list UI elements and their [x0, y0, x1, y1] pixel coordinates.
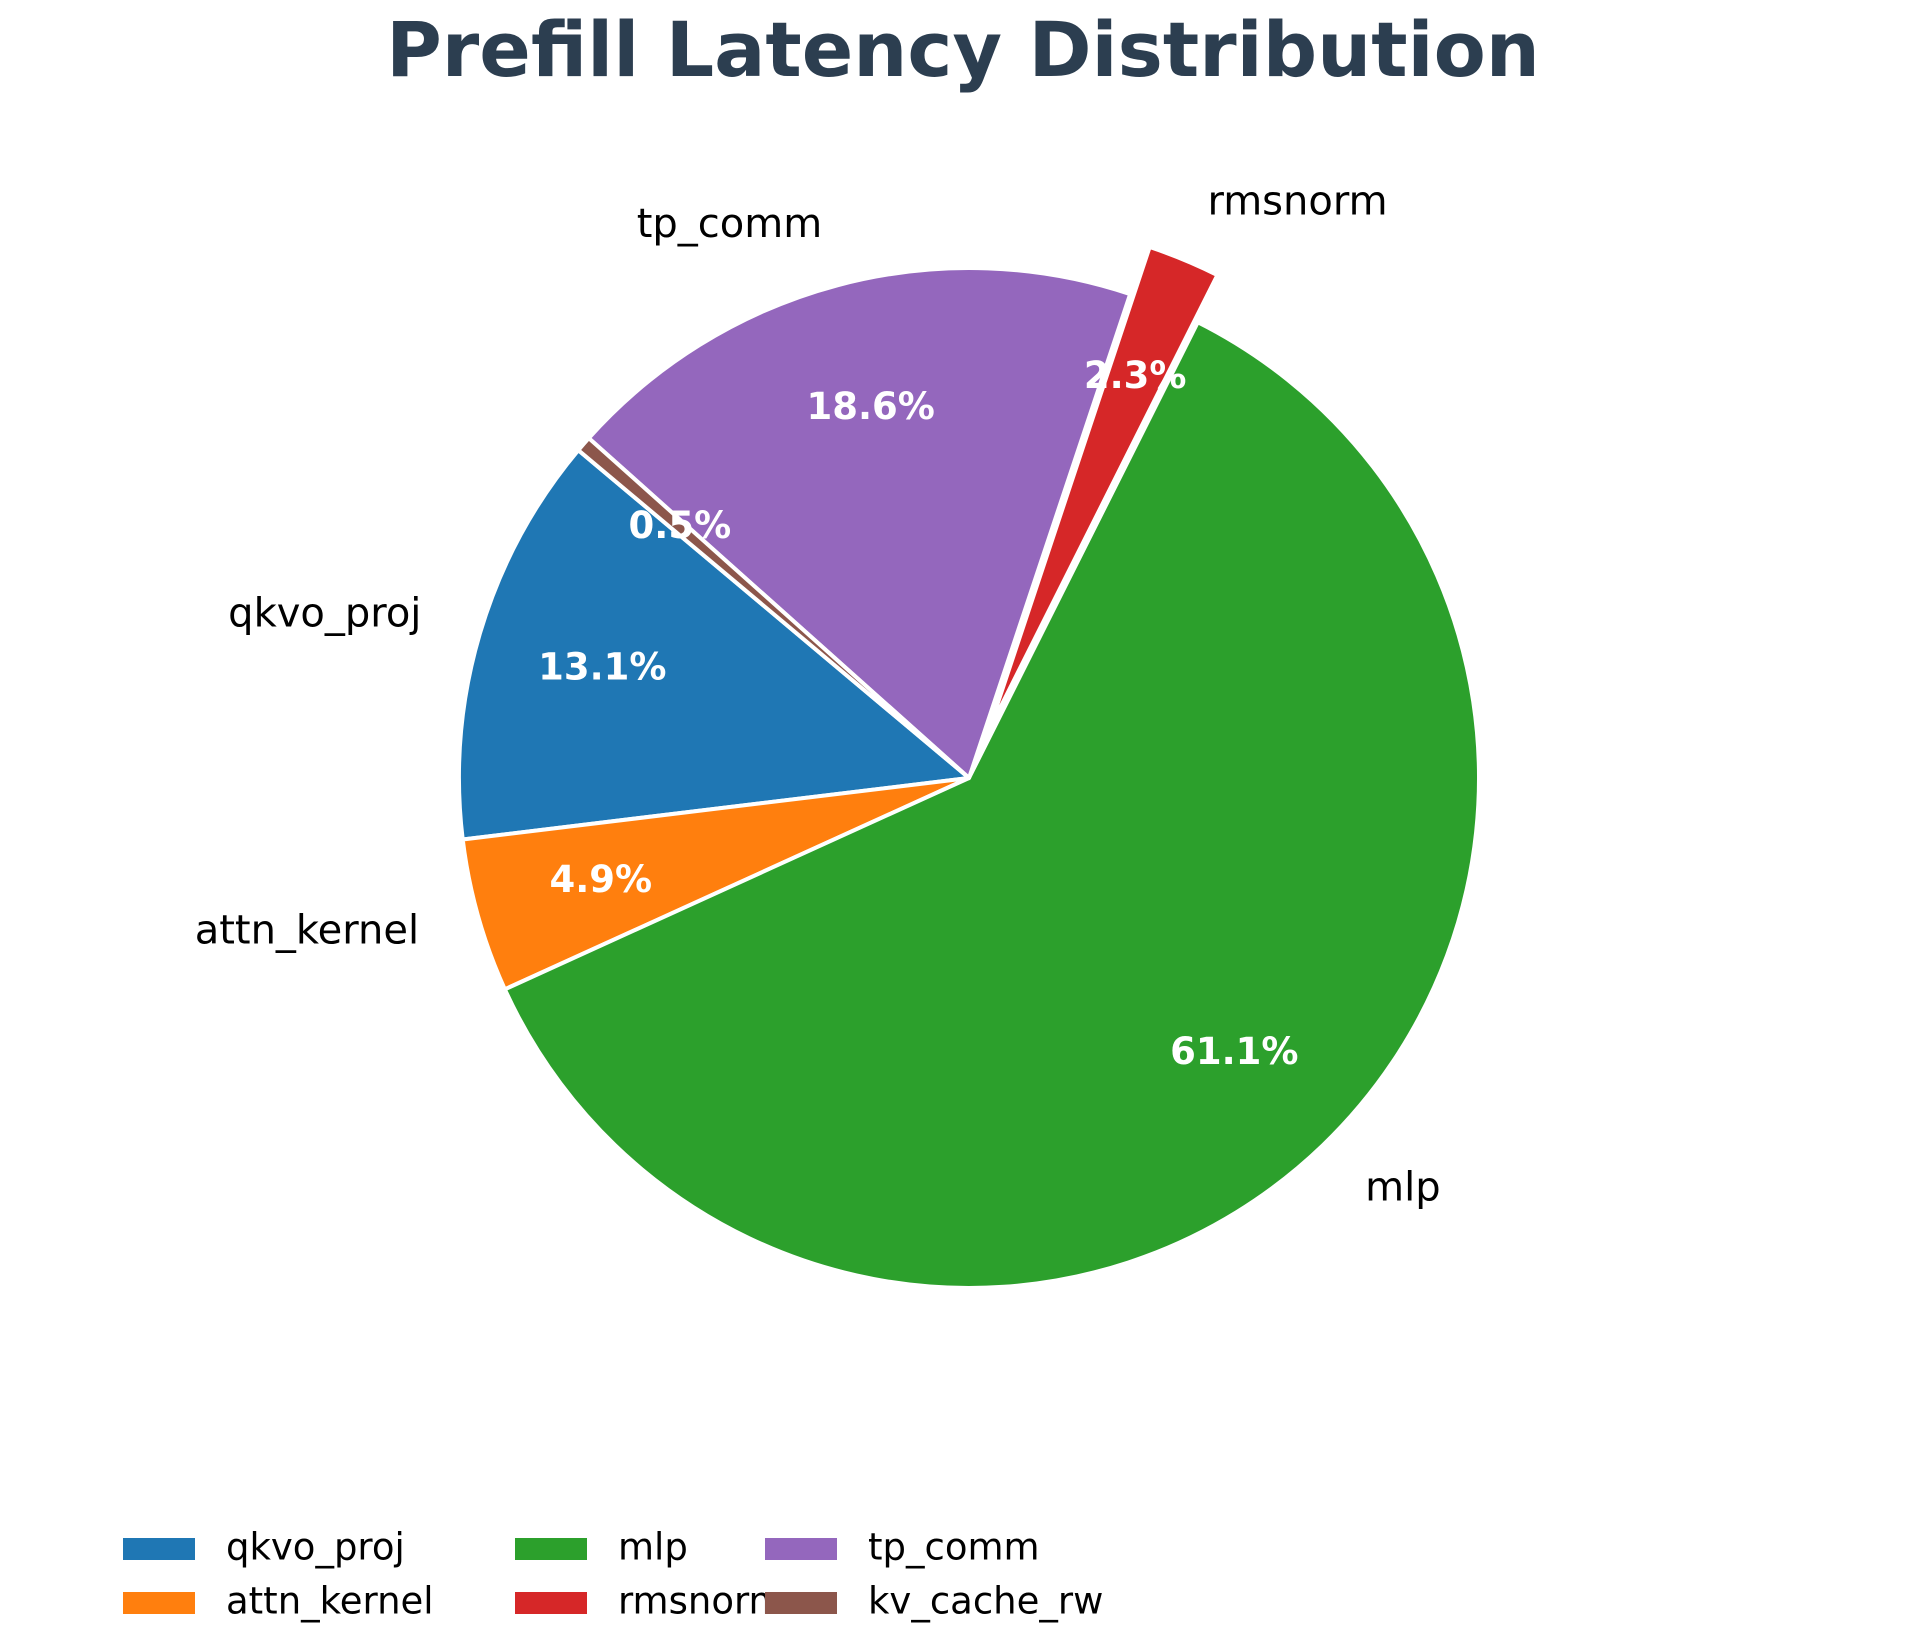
legend-label-qkvo-proj: qkvo_proj [226, 1526, 405, 1569]
legend-item-rmsnorm: rmsnorm [515, 1580, 785, 1623]
pct-label-attn-kernel: 4.9% [549, 858, 652, 901]
slice-label-rmsnorm: rmsnorm [1207, 178, 1387, 224]
pct-label-tp-comm: 18.6% [806, 385, 934, 428]
slice-kv-cache-rw [576, 436, 971, 780]
legend-item-attn-kernel: attn_kernel [123, 1580, 434, 1623]
legend-swatch-rmsnorm [515, 1592, 587, 1614]
pct-label-kv-cache-rw: 0.5% [629, 504, 732, 547]
legend-swatch-attn-kernel [123, 1592, 195, 1614]
pct-label-mlp: 61.1% [1170, 1030, 1298, 1073]
legend-item-tp-comm: tp_comm [765, 1526, 1040, 1569]
chart-title: Prefill Latency Distribution [386, 5, 1540, 94]
pct-label-rmsnorm: 2.3% [1084, 354, 1187, 397]
legend-swatch-tp-comm [765, 1538, 837, 1560]
slice-label-mlp: mlp [1365, 1165, 1440, 1211]
legend-label-tp-comm: tp_comm [868, 1526, 1040, 1569]
slice-rmsnorm [986, 245, 1220, 733]
slice-qkvo-proj [457, 448, 971, 842]
legend-swatch-mlp [515, 1538, 587, 1560]
slice-tp-comm [586, 266, 1133, 780]
legend-swatch-qkvo-proj [123, 1538, 195, 1560]
legend-label-kv-cache-rw: kv_cache_rw [868, 1580, 1103, 1623]
slice-label-qkvo-proj: qkvo_proj [228, 590, 421, 636]
legend-label-attn-kernel: attn_kernel [226, 1580, 434, 1623]
legend-swatch-kv-cache-rw [765, 1592, 837, 1614]
slice-label-attn-kernel: attn_kernel [195, 908, 419, 954]
slice-label-tp-comm: tp_comm [637, 201, 822, 247]
legend-label-mlp: mlp [618, 1526, 688, 1569]
legend-label-rmsnorm: rmsnorm [618, 1580, 785, 1623]
legend: qkvo_proj attn_kernel mlp rmsnorm tp_comm kv_… [123, 1526, 1103, 1623]
legend-item-mlp: mlp [515, 1526, 688, 1569]
slice-mlp [502, 320, 1481, 1290]
legend-item-qkvo-proj: qkvo_proj [123, 1526, 405, 1569]
slice-attn-kernel [460, 776, 971, 992]
pie-slices [457, 245, 1481, 1290]
legend-item-kv-cache-rw: kv_cache_rw [765, 1580, 1103, 1623]
pct-label-qkvo-proj: 13.1% [538, 646, 666, 689]
percentage-labels: 13.1% 4.9% 61.1% 2.3% 18.6% 0.5% [538, 354, 1298, 1073]
